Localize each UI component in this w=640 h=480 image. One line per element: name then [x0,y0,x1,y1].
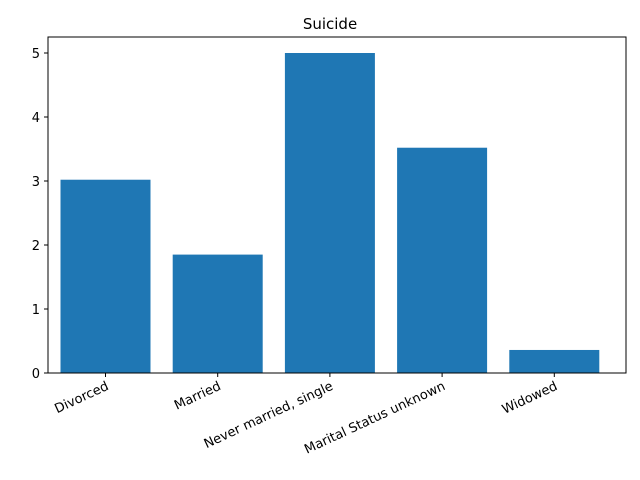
y-tick-label: 3 [32,175,40,190]
y-tick-label: 2 [32,239,40,254]
bar-divorced [60,179,151,373]
y-tick-label: 4 [32,111,40,126]
y-axis: 0 1 2 3 4 5 [32,47,48,382]
x-tick-label: Divorced [53,379,112,417]
bar-widowed [509,349,600,373]
y-tick-label: 5 [32,47,40,62]
chart-title: Suicide [303,15,357,33]
plot-frame [47,36,627,374]
x-tick-label: Married [172,379,223,414]
bar-married [172,254,263,373]
x-tick-label: Widowed [500,379,560,418]
bar-group [60,53,600,373]
y-tick-label: 0 [32,367,40,382]
y-tick-label: 1 [32,303,40,318]
bar-marital-status-unknown [397,147,488,373]
bar-never-married-single [284,53,375,373]
